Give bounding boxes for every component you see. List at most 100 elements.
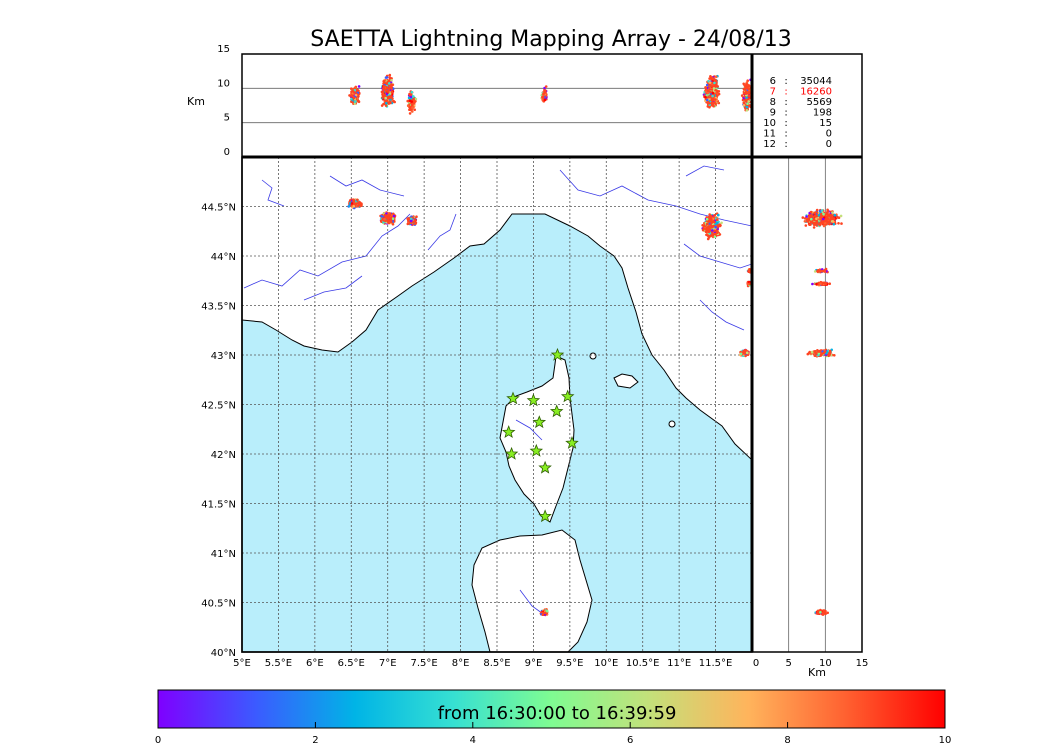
map-y-tick-label: 44°N	[211, 252, 236, 263]
right-vlines	[788, 157, 826, 652]
lightning-source	[392, 212, 395, 216]
lightning-source	[383, 93, 387, 97]
lightning-source	[803, 220, 807, 223]
lightning-source	[809, 210, 813, 214]
map-x-tick-label: 9.5°E	[556, 658, 583, 669]
lightning-source	[818, 223, 822, 227]
lightning-source	[815, 217, 818, 220]
top-y-tick-label: 15	[217, 44, 230, 55]
station-star	[538, 509, 552, 523]
rivers	[243, 165, 752, 617]
lightning-source	[818, 209, 822, 213]
right-sources	[801, 208, 843, 616]
lightning-source	[747, 87, 750, 91]
lightning-source	[385, 85, 388, 89]
lightning-source	[837, 216, 841, 219]
lightning-source	[383, 217, 386, 221]
colorbar-tick-label: 10	[939, 735, 952, 746]
lightning-source	[357, 100, 361, 104]
lightning-source	[713, 81, 716, 85]
lightning-source	[710, 225, 714, 229]
lightning-source	[708, 101, 711, 105]
lightning-source	[745, 109, 749, 112]
lightning-source	[819, 270, 822, 273]
altitude-column	[740, 78, 752, 112]
lightning-source	[823, 270, 827, 273]
lightning-source	[352, 90, 355, 93]
lightning-source	[704, 88, 708, 91]
lightning-source	[825, 351, 829, 354]
lightning-source	[391, 97, 394, 100]
lightning-source	[415, 215, 418, 218]
station-star	[529, 443, 544, 457]
lightning-source	[829, 217, 833, 220]
colorbar-tick-label: 0	[155, 735, 161, 746]
lightning-source	[702, 227, 705, 231]
lightning-source	[744, 99, 747, 102]
lightning-source	[542, 95, 545, 99]
lightning-source	[387, 219, 390, 223]
lightning-source	[817, 350, 821, 353]
altitude-column	[348, 85, 361, 106]
lightning-source	[801, 216, 805, 219]
lightning-source	[711, 91, 715, 95]
lightning-source	[716, 224, 719, 228]
map-x-tick-label: 10.5°E	[626, 658, 660, 669]
altitude-row	[814, 608, 829, 616]
map-y-tick-label: 44.5°N	[201, 203, 236, 214]
lightning-source	[385, 101, 388, 105]
altitude-column	[406, 90, 418, 115]
giglio-island	[668, 420, 676, 428]
lightning-source	[544, 85, 548, 88]
map-y-ticks: 40°N 40.5°N 41°N 41.5°N 42°N 42.5°N 43°N 43.5°N…	[201, 203, 236, 660]
lightning-source	[708, 77, 711, 80]
lightning-cluster	[739, 348, 750, 358]
lightning-source	[811, 221, 815, 224]
lightning-source	[710, 98, 714, 102]
station-star	[504, 446, 519, 460]
colorbar-tick-label: 6	[627, 735, 633, 746]
lightning-source	[410, 90, 414, 94]
lightning-source	[813, 270, 817, 273]
lightning-source	[410, 100, 414, 103]
lightning-source	[716, 221, 719, 225]
lightning-cluster	[701, 212, 723, 241]
lightning-source	[706, 226, 709, 230]
lightning-source	[822, 212, 825, 216]
lightning-source	[712, 102, 715, 105]
stats-station-count: 12	[763, 139, 776, 150]
stats-row: 8: 5569	[770, 97, 832, 108]
altitude-row	[811, 280, 831, 287]
lightning-source	[381, 91, 385, 95]
map-y-tick-label: 42°N	[211, 450, 236, 461]
lightning-source	[813, 354, 817, 358]
stats-station-count: 7	[770, 87, 776, 98]
lightning-source	[385, 76, 389, 79]
lightning-source	[409, 217, 413, 221]
lightning-source	[813, 221, 817, 225]
lightning-source	[811, 282, 814, 286]
lightning-source	[823, 221, 827, 225]
lightning-source	[821, 217, 825, 221]
lightning-cluster	[379, 211, 397, 226]
lightning-source	[382, 102, 385, 106]
lightning-source	[350, 204, 353, 207]
right-xlabel: Km	[808, 666, 826, 679]
lightning-source	[829, 351, 832, 355]
lightning-source	[714, 88, 717, 92]
lightning-source	[832, 222, 836, 226]
colorbar-bar	[157, 689, 946, 729]
lightning-source	[704, 90, 708, 93]
lightning-source	[832, 220, 835, 223]
map-y-tick-label: 43.5°N	[201, 302, 236, 313]
colorbar-tick-label: 8	[784, 735, 790, 746]
stats-source-count: 15	[819, 118, 832, 129]
map-x-tick-label: 6.5°E	[338, 658, 365, 669]
stats-separator: :	[784, 76, 787, 87]
lightning-source	[812, 226, 816, 229]
lightning-source	[824, 267, 828, 271]
map-y-tick-label: 40°N	[211, 648, 236, 659]
lightning-source	[817, 214, 821, 217]
lightning-source	[414, 221, 418, 225]
